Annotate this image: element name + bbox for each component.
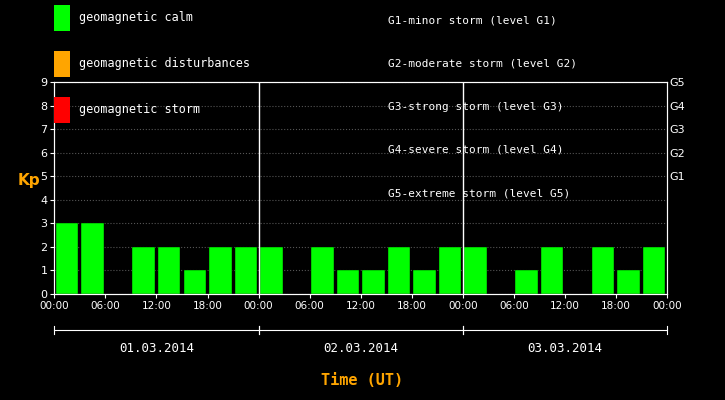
Bar [541, 247, 563, 294]
Bar [235, 247, 257, 294]
Text: geomagnetic calm: geomagnetic calm [79, 12, 193, 24]
Bar [643, 247, 666, 294]
Bar [133, 247, 155, 294]
Text: Time (UT): Time (UT) [321, 373, 404, 388]
Text: G2-moderate storm (level G2): G2-moderate storm (level G2) [388, 58, 577, 68]
Bar [260, 247, 283, 294]
Bar [618, 270, 640, 294]
Text: geomagnetic disturbances: geomagnetic disturbances [79, 58, 250, 70]
Text: 02.03.2014: 02.03.2014 [323, 342, 398, 354]
Text: 03.03.2014: 03.03.2014 [527, 342, 602, 354]
Bar [311, 247, 334, 294]
Bar [362, 270, 385, 294]
Bar [183, 270, 206, 294]
Bar [81, 223, 104, 294]
Y-axis label: Kp: Kp [18, 173, 41, 188]
Text: geomagnetic storm: geomagnetic storm [79, 104, 200, 116]
Bar [209, 247, 231, 294]
Text: G1-minor storm (level G1): G1-minor storm (level G1) [388, 15, 557, 25]
Text: G4-severe storm (level G4): G4-severe storm (level G4) [388, 145, 563, 155]
Bar [464, 247, 486, 294]
Bar [592, 247, 614, 294]
Text: 01.03.2014: 01.03.2014 [119, 342, 194, 354]
Bar [56, 223, 78, 294]
Bar [336, 270, 359, 294]
Text: G5-extreme storm (level G5): G5-extreme storm (level G5) [388, 188, 570, 198]
Text: G3-strong storm (level G3): G3-strong storm (level G3) [388, 102, 563, 112]
Bar [413, 270, 436, 294]
Bar [158, 247, 181, 294]
Bar [439, 247, 461, 294]
Bar [388, 247, 410, 294]
Bar [515, 270, 538, 294]
